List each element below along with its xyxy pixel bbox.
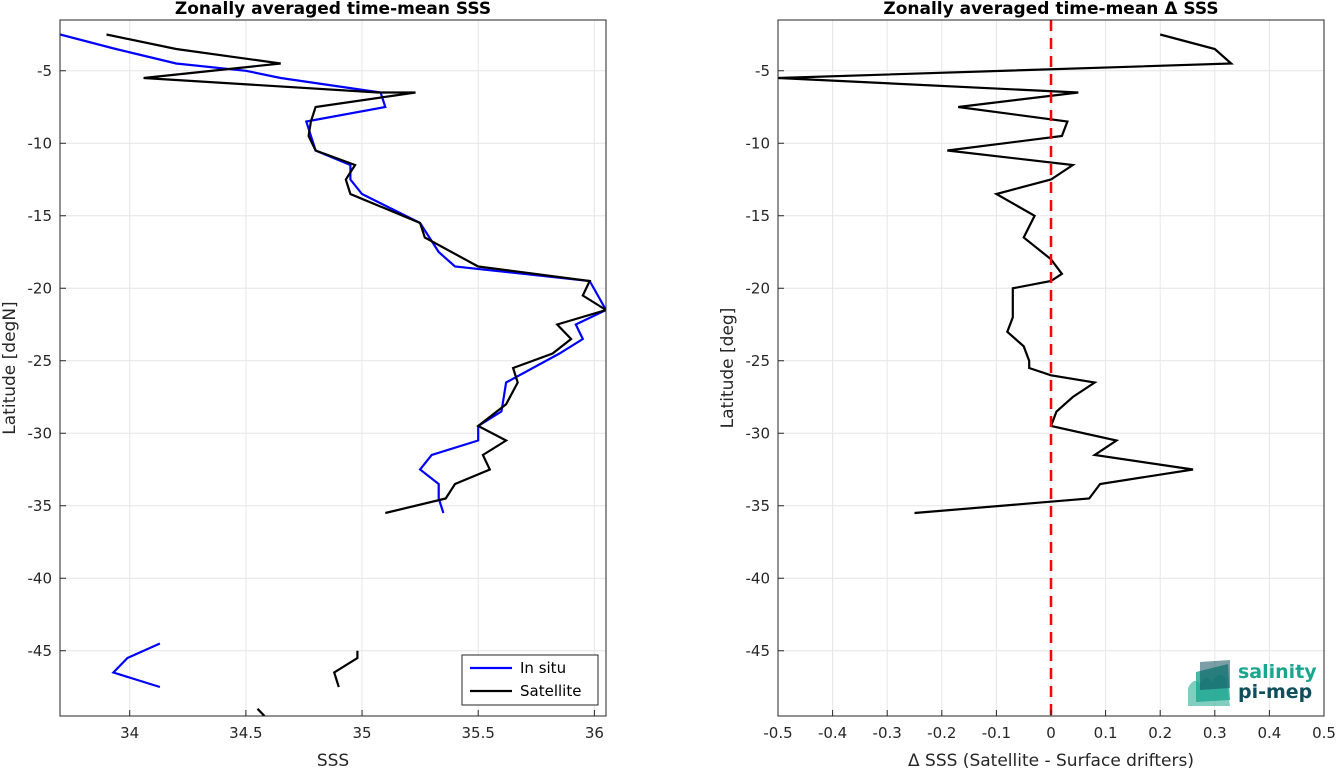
right-xtick-label: -0.4: [818, 724, 847, 742]
left-ytick-label: -10: [28, 134, 53, 152]
left-ytick-label: -35: [28, 497, 53, 515]
left-ticks: 34 34.5 35 35.5 36 -5 -10 -15 -20 -25 -30 -35 -40 -45: [28, 62, 604, 742]
right-ytick-label: -40: [746, 569, 771, 587]
left-axes-box: [59, 19, 607, 717]
left-ytick-label: -5: [37, 62, 52, 80]
left-series-layer: [60, 33, 606, 716]
right-xtick-label: 0.5: [1312, 724, 1336, 742]
right-xtick-label: 0: [1046, 724, 1056, 742]
left-satellite-line: [256, 708, 266, 716]
left-xlabel: SSS: [317, 751, 349, 769]
right-xtick-label: 0.2: [1148, 724, 1172, 742]
right-series-layer: [778, 20, 1235, 716]
right-ytick-label: -25: [746, 352, 771, 370]
right-xtick-label: 0.4: [1257, 724, 1281, 742]
left-title: Zonally averaged time-mean SSS: [175, 0, 491, 19]
right-series-0-line: [778, 33, 1235, 515]
left-satellite-line: [332, 650, 359, 688]
left-ylabel: Latitude [degN]: [0, 301, 20, 434]
left-plot-area: [60, 20, 606, 716]
right-xtick-label: 0.3: [1203, 724, 1227, 742]
legend-box: [461, 654, 599, 706]
logo-line2: pi-mep: [1238, 681, 1312, 703]
legend-in-situ-label: In situ: [520, 659, 566, 677]
logo-line1: salinity: [1238, 661, 1317, 683]
left-xtick-label: 34.5: [229, 724, 262, 742]
left-xtick-label: 35: [352, 724, 371, 742]
left-satellite-line: [106, 33, 606, 515]
right-ytick-label: -30: [746, 424, 771, 442]
right-ytick-label: -35: [746, 497, 771, 515]
left-axes: 34 34.5 35 35.5 36 -5 -10 -15 -20 -25 -30 -35 -40 -45…: [0, 0, 607, 769]
left-ytick-label: -45: [28, 642, 53, 660]
right-xtick-label: -0.3: [873, 724, 902, 742]
logo-wave-icon: [1188, 660, 1230, 706]
left-in-situ-line: [60, 33, 606, 514]
right-ytick-label: -45: [746, 642, 771, 660]
salinity-pi-mep-logo: salinity pi-mep: [1188, 660, 1317, 706]
right-ytick-label: -20: [746, 279, 771, 297]
left-xtick-label: 35.5: [462, 724, 495, 742]
legend: In situ Satellite: [461, 654, 599, 706]
left-ytick-label: -20: [28, 279, 53, 297]
left-ytick-label: -30: [28, 424, 53, 442]
right-xtick-label: -0.2: [927, 724, 956, 742]
right-ytick-label: -5: [755, 62, 770, 80]
right-ylabel: Latitude [deg]: [718, 308, 738, 429]
left-ytick-label: -25: [28, 352, 53, 370]
left-xtick-label: 36: [585, 724, 604, 742]
right-xtick-label: 0.1: [1094, 724, 1118, 742]
left-ytick-label: -15: [28, 207, 53, 225]
left-grid: [60, 20, 606, 716]
left-xtick-label: 34: [120, 724, 139, 742]
right-xtick-label: -0.5: [763, 724, 792, 742]
right-ticks: -0.5 -0.4 -0.3 -0.2 -0.1 0 0.1 0.2 0.3 0.4 0.5 -5 -1…: [746, 62, 1336, 742]
right-xtick-label: -0.1: [982, 724, 1011, 742]
right-xlabel: Δ SSS (Satellite - Surface drifters): [908, 751, 1194, 769]
left-in-situ-line: [111, 642, 161, 689]
right-title: Zonally averaged time-mean Δ SSS: [883, 0, 1218, 19]
right-axes: -0.5 -0.4 -0.3 -0.2 -0.1 0 0.1 0.2 0.3 0.4 0.5 -5 -1…: [718, 0, 1336, 769]
right-ytick-label: -15: [746, 207, 771, 225]
left-ytick-label: -40: [28, 569, 53, 587]
right-ytick-label: -10: [746, 134, 771, 152]
legend-satellite-label: Satellite: [520, 682, 581, 700]
